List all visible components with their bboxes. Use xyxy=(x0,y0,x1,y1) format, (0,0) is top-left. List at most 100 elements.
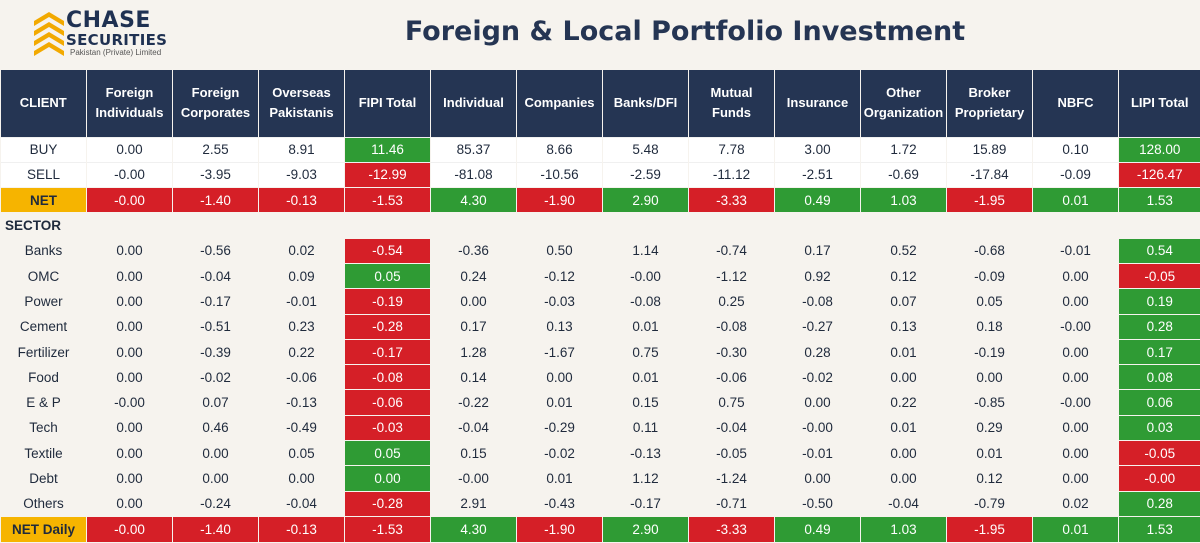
table-cell: 0.12 xyxy=(946,465,1033,492)
table-cell: 0.28 xyxy=(1118,313,1200,340)
table-cell: 0.00 xyxy=(1032,465,1119,492)
table-cell: -0.74 xyxy=(688,237,775,264)
table-cell: 0.49 xyxy=(774,515,861,542)
table-cell: -1.40 xyxy=(172,515,259,542)
empty-cell xyxy=(258,212,345,239)
table-cell: -0.68 xyxy=(946,237,1033,264)
table-cell: -2.59 xyxy=(602,161,689,188)
table-cell: -1.53 xyxy=(344,187,431,213)
table-cell: -0.39 xyxy=(172,338,259,365)
column-header: Other Organization xyxy=(860,70,947,137)
sector-row: Debt 0.00 0.00 0.00 0.00 -0.00 0.01 1.12 -1.24 0.… xyxy=(0,465,1200,492)
table-cell: 0.24 xyxy=(430,262,517,289)
table-cell: 0.08 xyxy=(1118,364,1200,390)
row-label: NET xyxy=(0,187,87,213)
table-cell: 0.09 xyxy=(258,262,345,289)
table-cell: -0.17 xyxy=(602,490,689,517)
logo-text-subtitle: Pakistan (Private) Limited xyxy=(70,48,162,57)
column-header: Banks/DFI xyxy=(602,70,689,137)
table-cell: 0.00 xyxy=(258,465,345,492)
buy-row: BUY 0.00 2.55 8.91 11.46 85.37 8.66 5.48 7.78 3.0… xyxy=(0,136,1200,163)
table-cell: -0.00 xyxy=(86,161,173,188)
table-cell: -0.04 xyxy=(430,414,517,441)
table-cell: 0.00 xyxy=(86,364,173,390)
table-cell: -0.50 xyxy=(774,490,861,517)
table-cell: -0.04 xyxy=(172,262,259,289)
column-header: Overseas Pakistanis xyxy=(258,70,345,137)
table-cell: -0.00 xyxy=(86,515,173,542)
page-title: Foreign & Local Portfolio Investment xyxy=(404,16,966,47)
row-label: E & P xyxy=(0,389,87,416)
table-cell: 0.01 xyxy=(516,465,603,492)
table-cell: -9.03 xyxy=(258,161,345,188)
table-cell: -0.13 xyxy=(258,515,345,542)
table-cell: -0.43 xyxy=(516,490,603,517)
row-label: Cement xyxy=(0,313,87,340)
column-header: CLIENT xyxy=(0,70,87,137)
table-cell: -0.02 xyxy=(516,440,603,466)
table-cell: 0.07 xyxy=(172,389,259,416)
table-cell: -0.06 xyxy=(688,364,775,390)
table-cell: -1.90 xyxy=(516,187,603,213)
table-cell: 0.15 xyxy=(602,389,689,416)
table-cell: 0.75 xyxy=(602,338,689,365)
table-cell: -3.33 xyxy=(688,515,775,542)
table-cell: -0.01 xyxy=(774,440,861,466)
empty-cell xyxy=(344,212,431,239)
sector-row: Food 0.00 -0.02 -0.06 -0.08 0.14 0.00 0.01 -0.06… xyxy=(0,364,1200,390)
portfolio-investment-table: CLIENT Foreign Individuals Foreign Corpora… xyxy=(0,70,1200,542)
table-cell: -0.19 xyxy=(946,338,1033,365)
table-cell: 0.22 xyxy=(860,389,947,416)
empty-cell xyxy=(860,212,947,239)
table-cell: 0.28 xyxy=(1118,490,1200,517)
table-cell: -0.00 xyxy=(430,465,517,492)
table-cell: 0.25 xyxy=(688,288,775,315)
empty-cell xyxy=(86,212,173,239)
row-label: Debt xyxy=(0,465,87,492)
table-cell: 0.00 xyxy=(86,465,173,492)
table-cell: 0.02 xyxy=(1032,490,1119,517)
table-cell: -0.56 xyxy=(172,237,259,264)
table-cell: -1.67 xyxy=(516,338,603,365)
table-cell: 0.05 xyxy=(258,440,345,466)
table-cell: 0.19 xyxy=(1118,288,1200,315)
table-cell: -3.33 xyxy=(688,187,775,213)
table-cell: 0.00 xyxy=(86,288,173,315)
table-cell: -0.30 xyxy=(688,338,775,365)
table-cell: -0.08 xyxy=(344,364,431,390)
table-cell: -0.05 xyxy=(1118,262,1200,289)
table-cell: -0.28 xyxy=(344,313,431,340)
table-cell: 0.00 xyxy=(774,465,861,492)
table-cell: 0.92 xyxy=(774,262,861,289)
table-cell: -0.24 xyxy=(172,490,259,517)
table-cell: 0.00 xyxy=(86,136,173,163)
table-cell: -0.00 xyxy=(602,262,689,289)
table-cell: 0.02 xyxy=(258,237,345,264)
sector-row: OMC 0.00 -0.04 0.09 0.05 0.24 -0.12 -0.00 -1.12 0… xyxy=(0,262,1200,289)
table-cell: 0.00 xyxy=(1032,288,1119,315)
table-cell: 0.00 xyxy=(1032,338,1119,365)
table-cell: 2.91 xyxy=(430,490,517,517)
sector-row: Fertilizer 0.00 -0.39 0.22 -0.17 1.28 -1.67 0.7… xyxy=(0,338,1200,365)
table-cell: 0.14 xyxy=(430,364,517,390)
table-cell: -0.36 xyxy=(430,237,517,264)
table-cell: -11.12 xyxy=(688,161,775,188)
table-cell: -0.05 xyxy=(1118,440,1200,466)
table-cell: 0.00 xyxy=(344,465,431,492)
table-cell: -1.40 xyxy=(172,187,259,213)
table-cell: 0.05 xyxy=(344,440,431,466)
table-cell: -17.84 xyxy=(946,161,1033,188)
table-header-row: CLIENT Foreign Individuals Foreign Corpora… xyxy=(0,70,1200,137)
table-cell: 0.01 xyxy=(1032,187,1119,213)
table-cell: 0.00 xyxy=(1032,414,1119,441)
table-cell: -0.00 xyxy=(774,414,861,441)
table-cell: 0.46 xyxy=(172,414,259,441)
table-cell: -0.06 xyxy=(258,364,345,390)
column-header: LIPI Total xyxy=(1118,70,1200,137)
table-cell: 3.00 xyxy=(774,136,861,163)
table-cell: 0.01 xyxy=(1032,515,1119,542)
table-cell: -0.05 xyxy=(688,440,775,466)
table-cell: -0.19 xyxy=(344,288,431,315)
table-cell: 0.17 xyxy=(774,237,861,264)
table-cell: 0.05 xyxy=(946,288,1033,315)
